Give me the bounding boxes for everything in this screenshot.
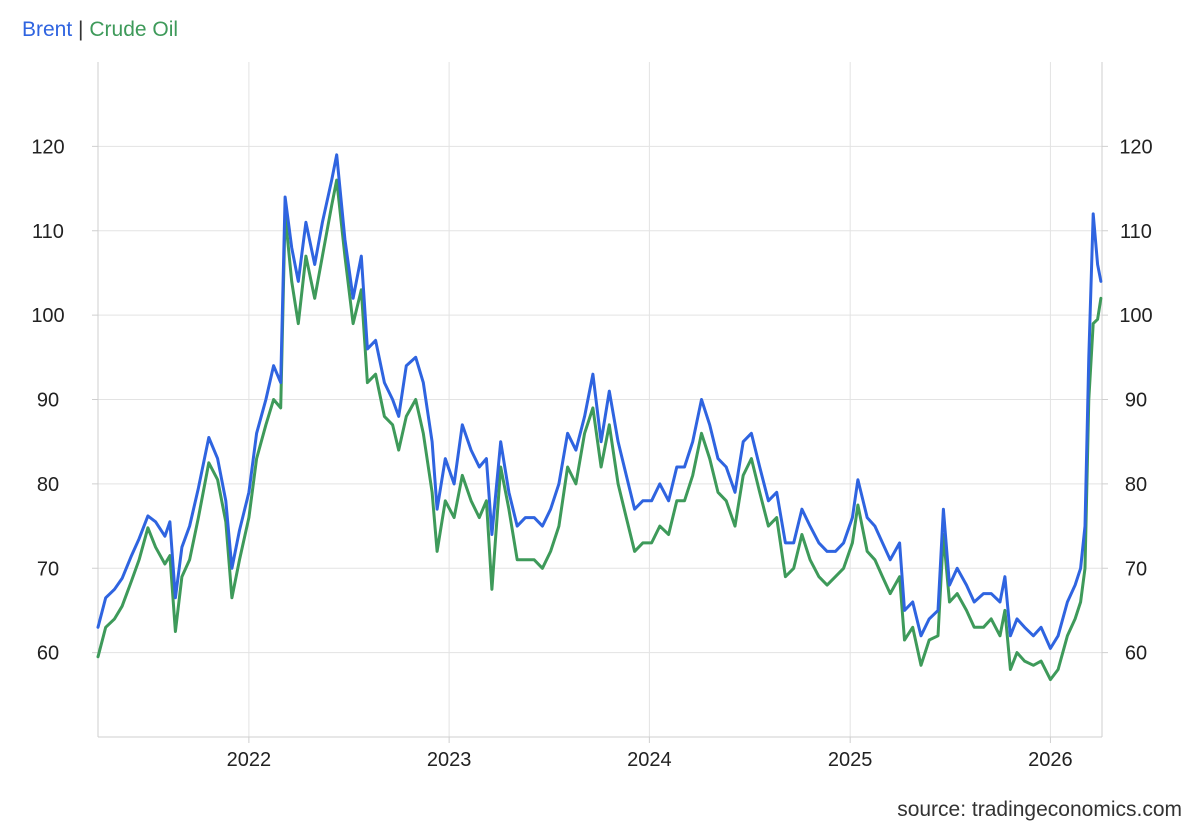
x-tick-label: 2025	[828, 749, 873, 771]
tick-labels: 60 60 70 70 80 80 90 90 100 100 110 110 120 120 2022 20…	[31, 136, 1152, 771]
y-tick-label-right: 80	[1125, 474, 1147, 496]
y-tick-label-left: 90	[37, 390, 59, 412]
y-tick-label-right: 100	[1119, 305, 1152, 327]
legend-brent[interactable]: Brent	[22, 18, 73, 41]
axes	[92, 62, 1108, 743]
y-tick-label-left: 110	[32, 221, 64, 243]
y-tick-label-left: 80	[37, 474, 59, 496]
x-tick-label: 2023	[427, 749, 472, 771]
y-tick-label-left: 100	[31, 305, 64, 327]
x-tick-label: 2026	[1028, 749, 1073, 771]
y-tick-label-left: 120	[31, 136, 64, 158]
y-tick-label-right: 60	[1125, 643, 1147, 665]
series-lines	[96, 153, 1103, 682]
price-chart: 60 60 70 70 80 80 90 90 100 100 110 110 120 120 2022 20…	[31, 62, 1153, 771]
x-tick-label: 2022	[227, 749, 272, 771]
brent-series-line	[96, 153, 1103, 650]
x-tick-label: 2024	[627, 749, 672, 771]
chart-legend: Brent | Crude Oil	[22, 18, 178, 42]
y-tick-label-left: 70	[37, 558, 59, 580]
crude-oil-series-line	[96, 178, 1103, 682]
y-tick-label-right: 90	[1125, 390, 1147, 412]
legend-crude-oil[interactable]: Crude Oil	[89, 18, 179, 41]
y-tick-label-right: 120	[1119, 136, 1152, 158]
grid-lines	[98, 62, 1102, 737]
y-tick-label-right: 110	[1120, 221, 1152, 243]
legend-separator: |	[78, 18, 84, 41]
y-tick-label-right: 70	[1125, 558, 1147, 580]
y-tick-label-left: 60	[37, 643, 59, 665]
source-credit[interactable]: source: tradingeconomics.com	[897, 798, 1182, 821]
